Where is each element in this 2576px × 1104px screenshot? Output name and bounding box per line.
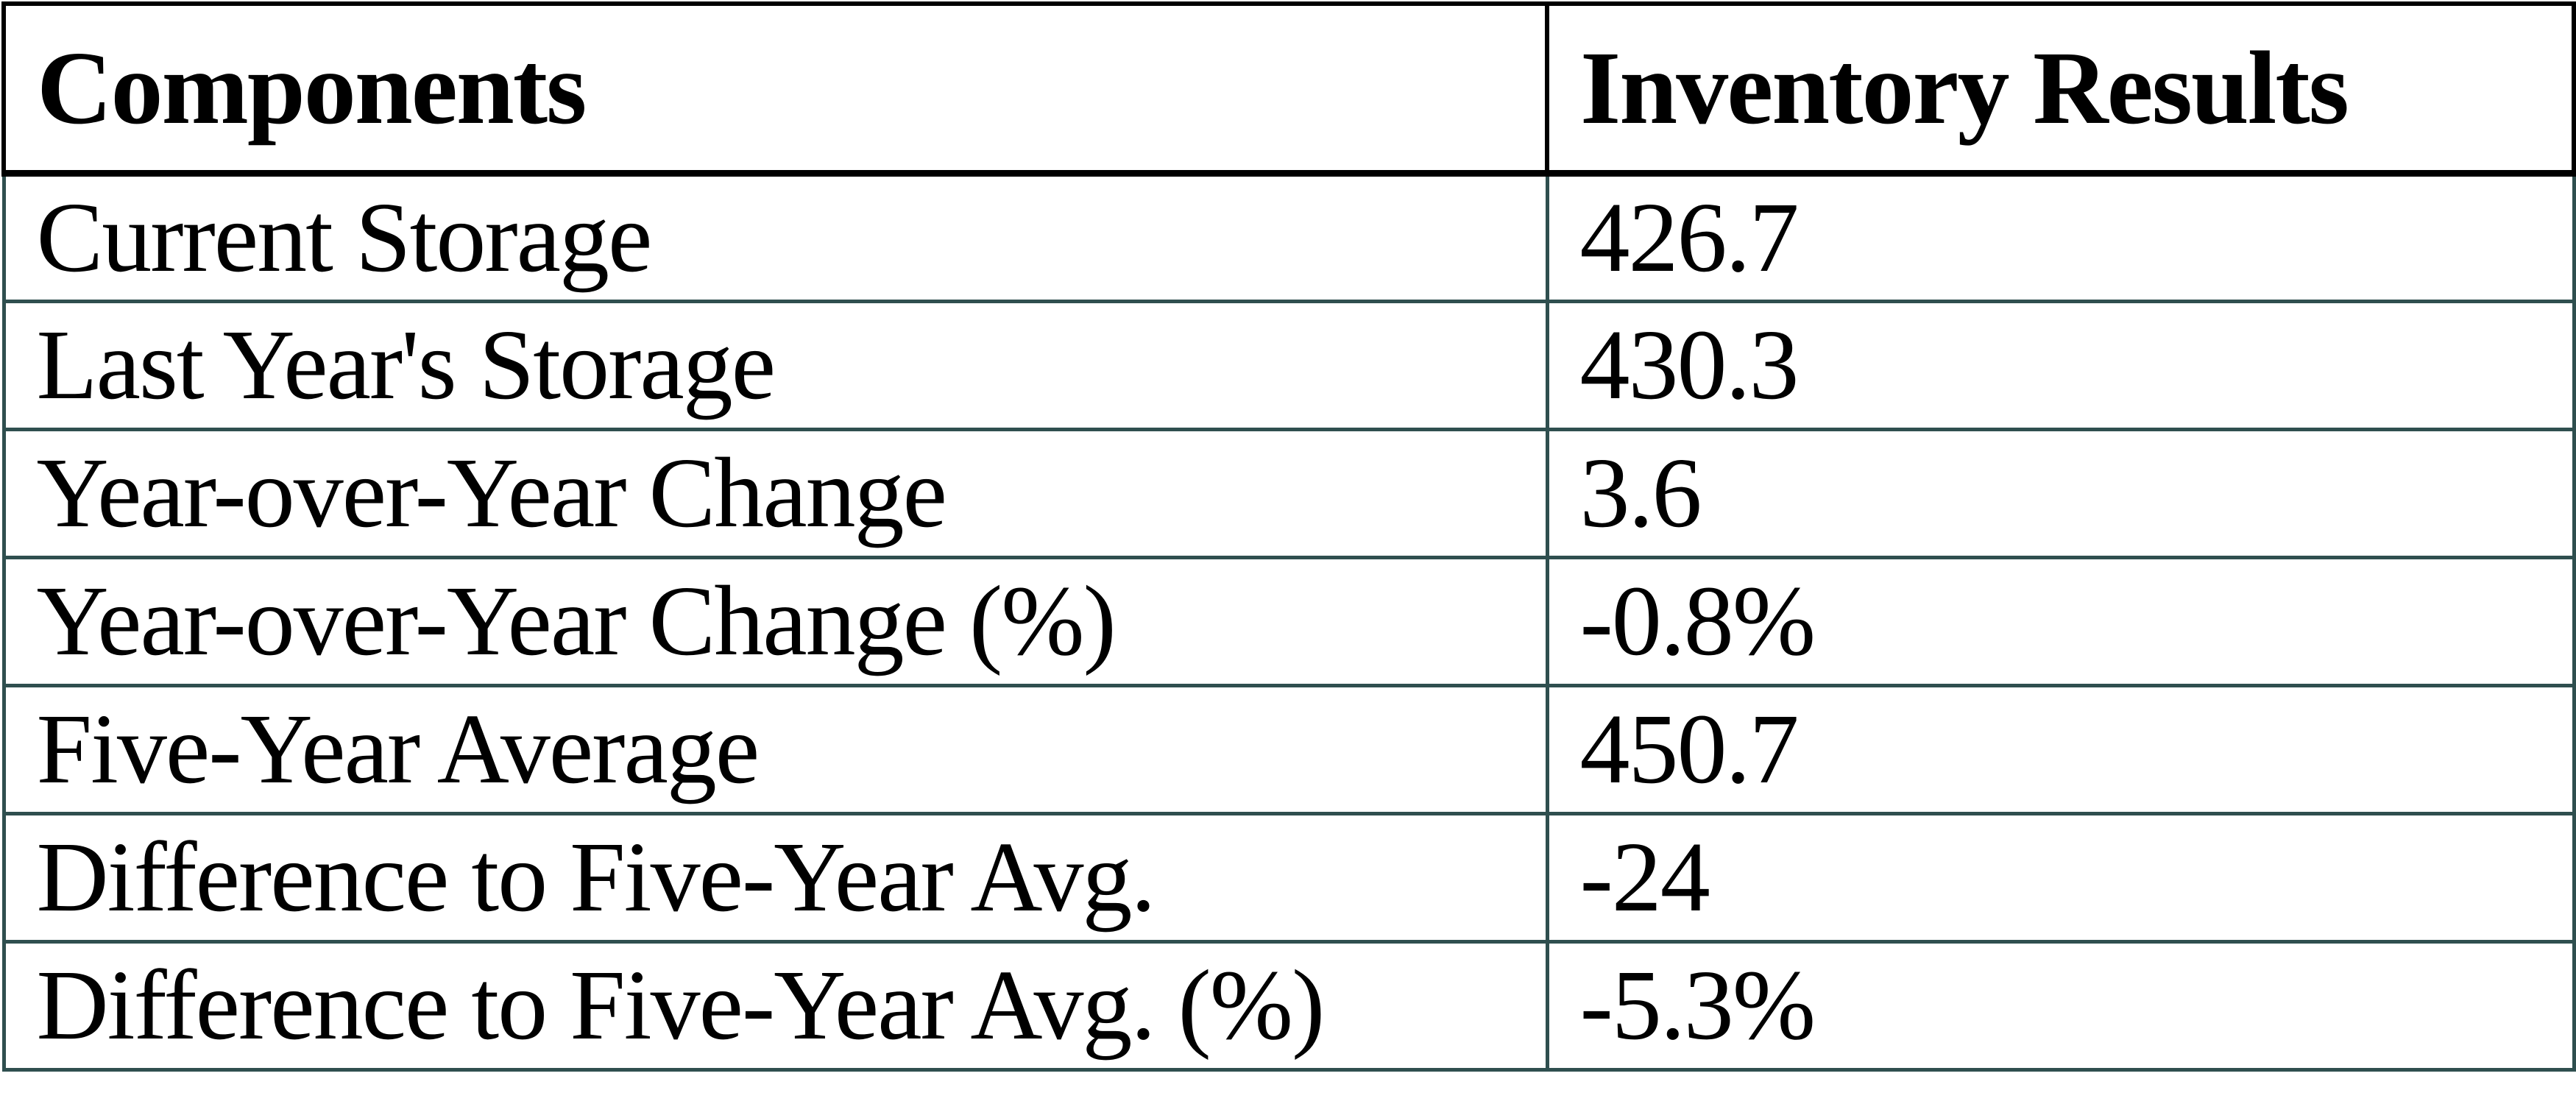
table-row: Current Storage 426.7: [1, 171, 2576, 303]
inventory-result-cell: 450.7: [1545, 683, 2576, 815]
column-header-components: Components: [1, 1, 1549, 177]
inventory-result-cell: 426.7: [1545, 171, 2576, 303]
inventory-result-cell: 3.6: [1545, 427, 2576, 559]
inventory-result-cell: -24: [1545, 811, 2576, 944]
component-cell: Five-Year Average: [1, 683, 1549, 815]
header-row: Components Inventory Results: [1, 1, 2576, 177]
table-row: Year-over-Year Change (%) -0.8%: [1, 555, 2576, 687]
inventory-result-cell: -0.8%: [1545, 555, 2576, 687]
table-row: Last Year's Storage 430.3: [1, 299, 2576, 431]
component-cell: Year-over-Year Change (%): [1, 555, 1549, 687]
inventory-result-cell: 430.3: [1545, 299, 2576, 431]
component-cell: Difference to Five-Year Avg. (%): [1, 939, 1549, 1072]
table-row: Difference to Five-Year Avg. -24: [1, 811, 2576, 944]
table-header: Components Inventory Results: [1, 1, 2576, 177]
component-cell: Difference to Five-Year Avg.: [1, 811, 1549, 944]
table-row: Difference to Five-Year Avg. (%) -5.3%: [1, 939, 2576, 1072]
component-cell: Current Storage: [1, 171, 1549, 303]
table-row: Five-Year Average 450.7: [1, 683, 2576, 815]
inventory-result-cell: -5.3%: [1545, 939, 2576, 1072]
table-body: Current Storage 426.7 Last Year's Storage 4…: [1, 171, 2576, 1072]
inventory-results-table: Components Inventory Results Current Sto…: [1, 1, 2576, 1072]
column-header-inventory-results: Inventory Results: [1545, 1, 2576, 177]
component-cell: Year-over-Year Change: [1, 427, 1549, 559]
component-cell: Last Year's Storage: [1, 299, 1549, 431]
table-row: Year-over-Year Change 3.6: [1, 427, 2576, 559]
